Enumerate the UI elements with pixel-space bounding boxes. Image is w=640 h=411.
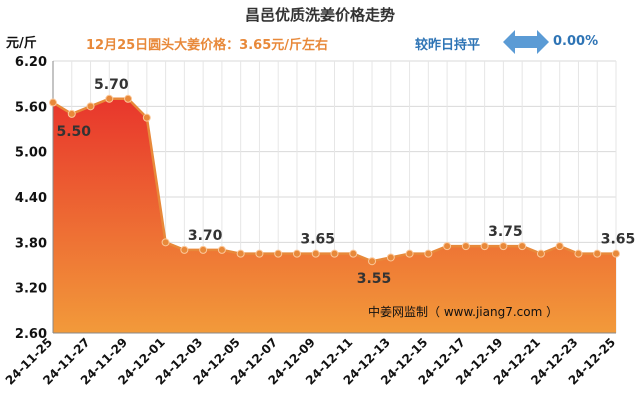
y-tick-label: 2.60 [15,327,47,342]
data-label: 5.70 [94,77,129,93]
data-point [593,249,602,258]
double-arrow-icon [503,30,549,54]
data-labels: 5.50 5.70 3.70 3.65 3.55 3.75 3.65 [56,77,635,287]
data-point [536,249,545,258]
data-point [612,249,620,258]
data-point [49,98,57,107]
data-point [292,249,301,258]
y-tick-label: 5.60 [15,100,47,115]
data-point [199,245,208,254]
data-point [67,109,76,118]
data-point [217,245,226,254]
data-point [386,253,395,262]
data-point [574,249,583,258]
data-point [330,249,339,258]
change-percent: 0.00% [553,34,599,49]
source-watermark: 中姜网监制（ www.jiang7.com ） [368,305,559,319]
data-point [443,242,452,251]
data-point [255,249,264,258]
data-label: 3.65 [601,232,636,248]
y-tick-label: 5.00 [15,146,47,161]
data-point [311,249,320,258]
data-point [480,242,489,251]
y-tick-label: 3.80 [15,236,47,251]
data-point [461,242,470,251]
data-point [105,94,114,103]
data-label: 3.75 [488,224,523,240]
data-point [499,242,508,251]
data-point [86,102,95,111]
y-tick-label: 3.20 [15,282,47,297]
data-point [405,249,414,258]
data-point [236,249,245,258]
data-point [124,94,133,103]
compare-text: 较昨日持平 [415,38,481,53]
data-label: 3.65 [300,232,335,248]
data-point [180,245,189,254]
series-points [49,94,620,266]
data-point [161,238,170,247]
data-label: 5.50 [56,124,91,140]
price-subtitle: 12月25日圆头大姜价格：3.65元/斤左右 [86,38,329,53]
data-point [518,242,527,251]
data-point [368,257,377,266]
area-fill [53,98,616,334]
data-point [424,249,433,258]
data-point [142,113,151,122]
data-label: 3.55 [357,271,392,287]
data-point [349,249,358,258]
y-tick-label: 6.20 [15,55,47,70]
data-label: 3.70 [188,228,223,244]
y-tick-label: 4.40 [15,191,47,206]
data-point [555,242,564,251]
chart-title: 昌邑优质洗姜价格走势 [244,6,395,24]
y-axis-unit: 元/斤 [6,36,37,51]
data-point [274,249,283,258]
